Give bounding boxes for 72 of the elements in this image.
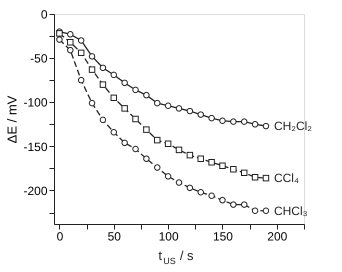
series-label: CHCl₃	[274, 204, 308, 218]
y-axis-title: ΔE / mV	[4, 95, 20, 144]
point	[121, 80, 128, 86]
point	[262, 174, 270, 182]
point	[230, 201, 237, 208]
y-tick-label: -150	[23, 140, 48, 154]
point	[88, 66, 96, 73]
point	[176, 146, 182, 154]
point	[132, 86, 139, 94]
point	[230, 118, 237, 125]
point	[208, 192, 215, 199]
point	[186, 108, 194, 114]
point	[252, 121, 258, 128]
point	[208, 114, 215, 122]
point	[186, 152, 194, 158]
x-tick-label: 0	[56, 230, 64, 244]
point	[164, 140, 172, 147]
point	[67, 31, 74, 38]
point	[67, 46, 74, 54]
point	[88, 100, 96, 106]
point	[252, 208, 258, 214]
point	[143, 126, 150, 133]
point	[252, 174, 258, 180]
point	[143, 155, 150, 162]
series-label: CH₂Cl₂	[274, 119, 312, 134]
point	[208, 158, 215, 166]
point	[176, 179, 182, 186]
point	[219, 118, 226, 124]
point	[121, 105, 128, 112]
point	[154, 164, 160, 171]
point	[240, 170, 248, 176]
point	[176, 105, 182, 112]
point	[143, 92, 150, 98]
x-tick-label: 50	[108, 230, 122, 244]
point	[186, 184, 194, 192]
point	[121, 140, 128, 146]
point	[164, 102, 172, 109]
point	[164, 173, 172, 180]
point	[110, 72, 118, 78]
y-tick-label: -200	[23, 184, 48, 198]
point	[100, 116, 106, 124]
point	[100, 64, 106, 72]
point	[198, 111, 204, 118]
point	[219, 196, 226, 204]
x-tick-label: 100	[158, 230, 179, 244]
point	[132, 146, 139, 152]
point	[154, 100, 160, 106]
series-label: CCl₄	[274, 171, 299, 186]
x-tick-label: 200	[267, 230, 288, 244]
point	[88, 53, 96, 60]
point	[262, 122, 270, 130]
point	[154, 136, 160, 144]
point	[132, 116, 139, 122]
point	[67, 38, 74, 46]
point	[230, 166, 237, 173]
point	[78, 76, 84, 84]
point	[56, 36, 63, 43]
point	[78, 50, 84, 56]
point	[262, 208, 270, 214]
point	[110, 129, 118, 136]
point	[110, 94, 118, 102]
point	[240, 118, 248, 125]
y-tick-label: -50	[30, 52, 48, 66]
y-tick-label: -100	[23, 96, 48, 110]
y-tick-label: 0	[40, 8, 48, 22]
point	[78, 37, 84, 44]
point	[198, 155, 204, 162]
point	[198, 189, 204, 196]
point	[219, 162, 226, 170]
point	[100, 81, 106, 88]
x-tick-label: 150	[212, 230, 234, 244]
point	[240, 201, 248, 208]
